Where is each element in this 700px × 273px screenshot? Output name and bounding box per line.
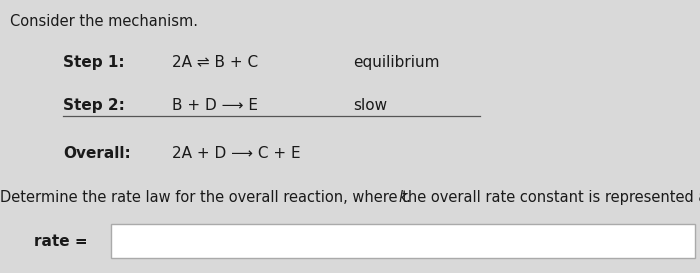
Text: Overall:: Overall: [63, 146, 131, 161]
Text: Step 1:: Step 1: [63, 55, 125, 70]
Text: slow: slow [354, 98, 388, 113]
Text: 2A ⇌ B + C: 2A ⇌ B + C [172, 55, 258, 70]
Text: B + D ⟶ E: B + D ⟶ E [172, 98, 258, 113]
Text: k.: k. [398, 190, 412, 205]
Text: Determine the rate law for the overall reaction, where the overall rate constant: Determine the rate law for the overall r… [0, 190, 700, 205]
Text: equilibrium: equilibrium [354, 55, 440, 70]
Text: Consider the mechanism.: Consider the mechanism. [10, 14, 199, 29]
Text: 2A + D ⟶ C + E: 2A + D ⟶ C + E [172, 146, 300, 161]
Text: Step 2:: Step 2: [63, 98, 125, 113]
FancyBboxPatch shape [111, 224, 695, 258]
Text: rate =: rate = [34, 234, 88, 249]
